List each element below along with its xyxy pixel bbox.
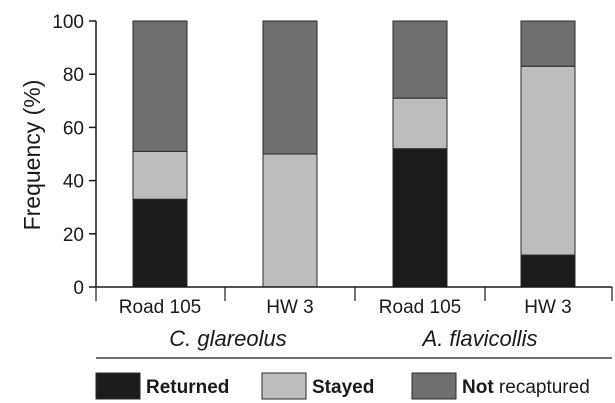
group-label: C. glareolus (169, 326, 286, 351)
y-tick-label: 0 (73, 278, 84, 299)
legend-swatch-returned (95, 372, 141, 400)
bar-segment-returned-1 (132, 198, 188, 288)
bar-segment-not-recaptured-2 (262, 20, 318, 155)
y-tick-label: 80 (63, 65, 84, 86)
axes-layer: 0 20 40 60 80 100 Road 105 HW 3 Road 105 HW 3 C. g… (52, 12, 613, 351)
legend-swatch-stayed (261, 372, 307, 400)
x-category-label: HW 3 (266, 297, 314, 318)
legend: Returned Stayed Not recaptured (95, 357, 612, 400)
y-tick-label: 20 (63, 225, 84, 246)
bar-segment-returned-4 (520, 254, 576, 288)
bar-segment-stayed-4 (520, 65, 576, 256)
bar-segment-stayed-3 (392, 97, 448, 150)
x-category-label: Road 105 (379, 297, 461, 318)
bar-segment-not-recaptured-4 (520, 20, 576, 67)
y-tick-label: 60 (63, 118, 84, 139)
y-tick-label: 100 (52, 12, 84, 33)
bar-segment-not-recaptured-3 (392, 20, 448, 99)
bar-segment-returned-3 (392, 148, 448, 288)
x-category-label: HW 3 (524, 297, 572, 318)
y-axis-label: Frequency (%) (19, 80, 45, 231)
legend-label: Returned (146, 377, 229, 398)
legend-label: Stayed (312, 377, 374, 398)
bar-segment-stayed-2 (262, 153, 318, 288)
bars-layer (132, 20, 576, 288)
group-label: A. flavicollis (421, 326, 538, 351)
x-category-label: Road 105 (119, 297, 201, 318)
y-tick-label: 40 (63, 172, 84, 193)
legend-swatch-not-recaptured (411, 372, 457, 400)
bar-segment-not-recaptured-1 (132, 20, 188, 152)
bar-segment-stayed-1 (132, 150, 188, 200)
legend-label: Not recaptured (462, 377, 590, 398)
